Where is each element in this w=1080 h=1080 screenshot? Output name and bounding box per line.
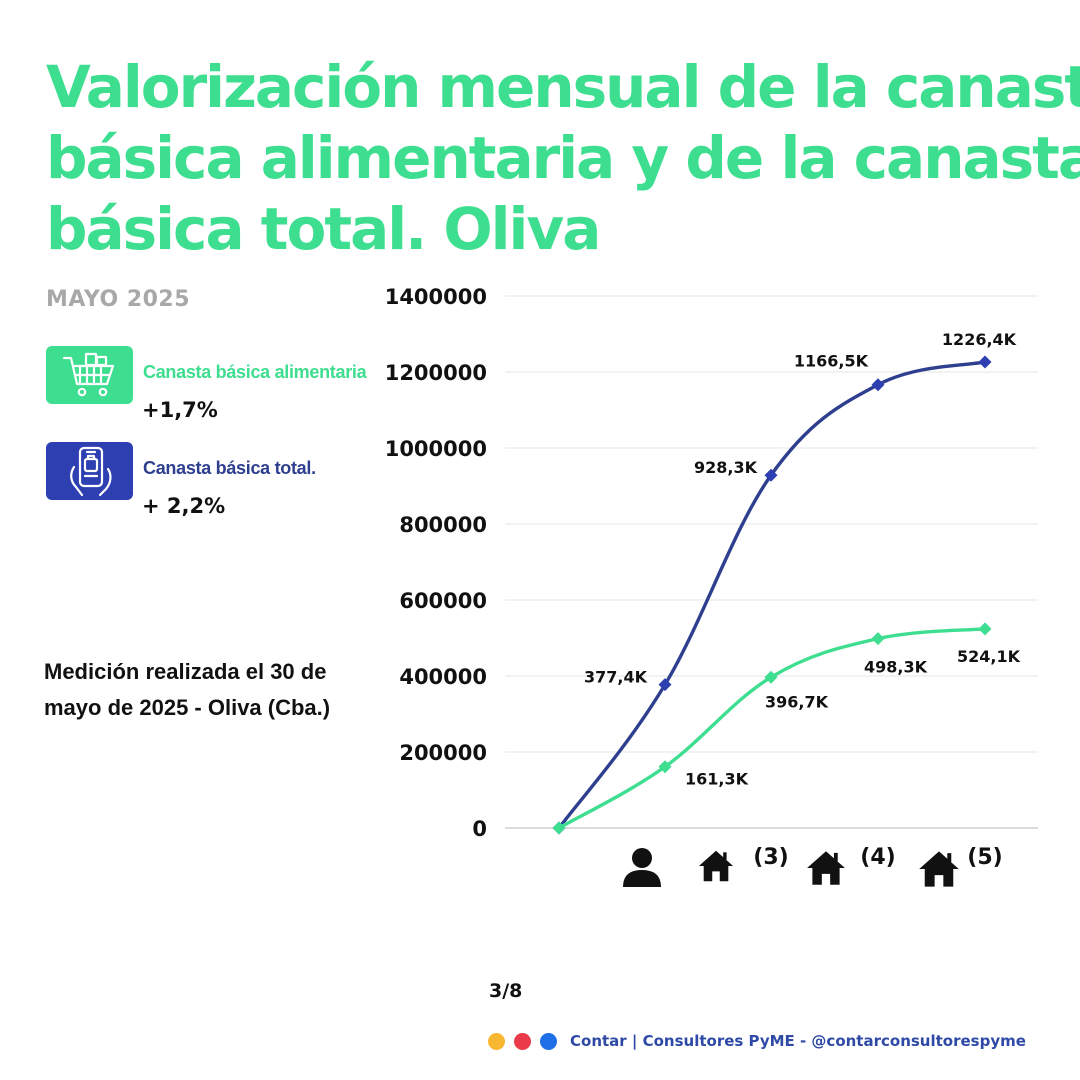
y-tick-label: 600000 xyxy=(399,589,487,613)
data-point xyxy=(871,632,885,646)
data-point xyxy=(871,378,885,392)
data-label: 377,4K xyxy=(584,668,648,687)
person-icon xyxy=(623,848,661,887)
data-label: 524,1K xyxy=(957,647,1021,666)
x-tick-label: (3) xyxy=(753,845,788,870)
house-icon xyxy=(919,851,959,887)
legend-label: Canasta básica total. xyxy=(143,458,316,478)
data-point xyxy=(658,678,672,692)
x-tick-label: (5) xyxy=(967,845,1002,870)
footer-dot-red xyxy=(514,1032,531,1050)
legend-change: +1,7% xyxy=(142,398,218,422)
data-point xyxy=(764,670,778,684)
legend-change: + 2,2% xyxy=(142,494,226,518)
y-tick-label: 0 xyxy=(472,817,487,841)
page-number: 3/8 xyxy=(489,980,523,1002)
footer-credit: Contar | Consultores PyME - @contarconsu… xyxy=(570,1032,1026,1050)
x-tick-label: (4) xyxy=(860,845,895,870)
y-tick-label: 800000 xyxy=(399,513,487,537)
mobile-shopping-icon xyxy=(46,442,133,500)
data-point xyxy=(658,760,672,774)
y-tick-label: 200000 xyxy=(399,741,487,765)
data-label: 396,7K xyxy=(765,692,829,711)
data-point xyxy=(978,622,992,636)
data-label: 928,3K xyxy=(694,458,758,477)
footer-dot-yellow xyxy=(488,1032,505,1050)
month-label: MAYO 2025 xyxy=(46,287,191,312)
data-point xyxy=(552,821,566,835)
y-tick-label: 400000 xyxy=(399,665,487,689)
data-point xyxy=(978,355,992,369)
legend-label: Canasta básica alimentaria xyxy=(143,362,367,382)
y-tick-label: 1000000 xyxy=(385,437,487,461)
title-line-2: básica alimentaria y de la canasta xyxy=(46,124,1080,192)
title-line-3: básica total. Oliva xyxy=(46,195,601,263)
data-label: 498,3K xyxy=(864,658,928,677)
shopping-cart-icon xyxy=(46,346,133,404)
measurement-note: Medición realizada el 30 de mayo de 2025… xyxy=(44,659,331,720)
footer: Contar | Consultores PyME - @contarconsu… xyxy=(488,1032,1026,1050)
data-label: 161,3K xyxy=(685,770,749,789)
data-label: 1226,4K xyxy=(942,330,1017,349)
data-point xyxy=(764,468,778,482)
page-title: Valorización mensual de la canasta básic… xyxy=(46,52,1080,265)
house-icon xyxy=(698,850,734,882)
data-label: 1166,5K xyxy=(794,352,869,371)
title-line-1: Valorización mensual de la canasta xyxy=(46,53,1080,121)
y-tick-label: 1400000 xyxy=(385,285,487,309)
footer-dot-blue xyxy=(540,1032,557,1050)
series-line xyxy=(557,360,987,830)
house-icon xyxy=(807,851,845,885)
y-tick-label: 1200000 xyxy=(385,361,487,385)
